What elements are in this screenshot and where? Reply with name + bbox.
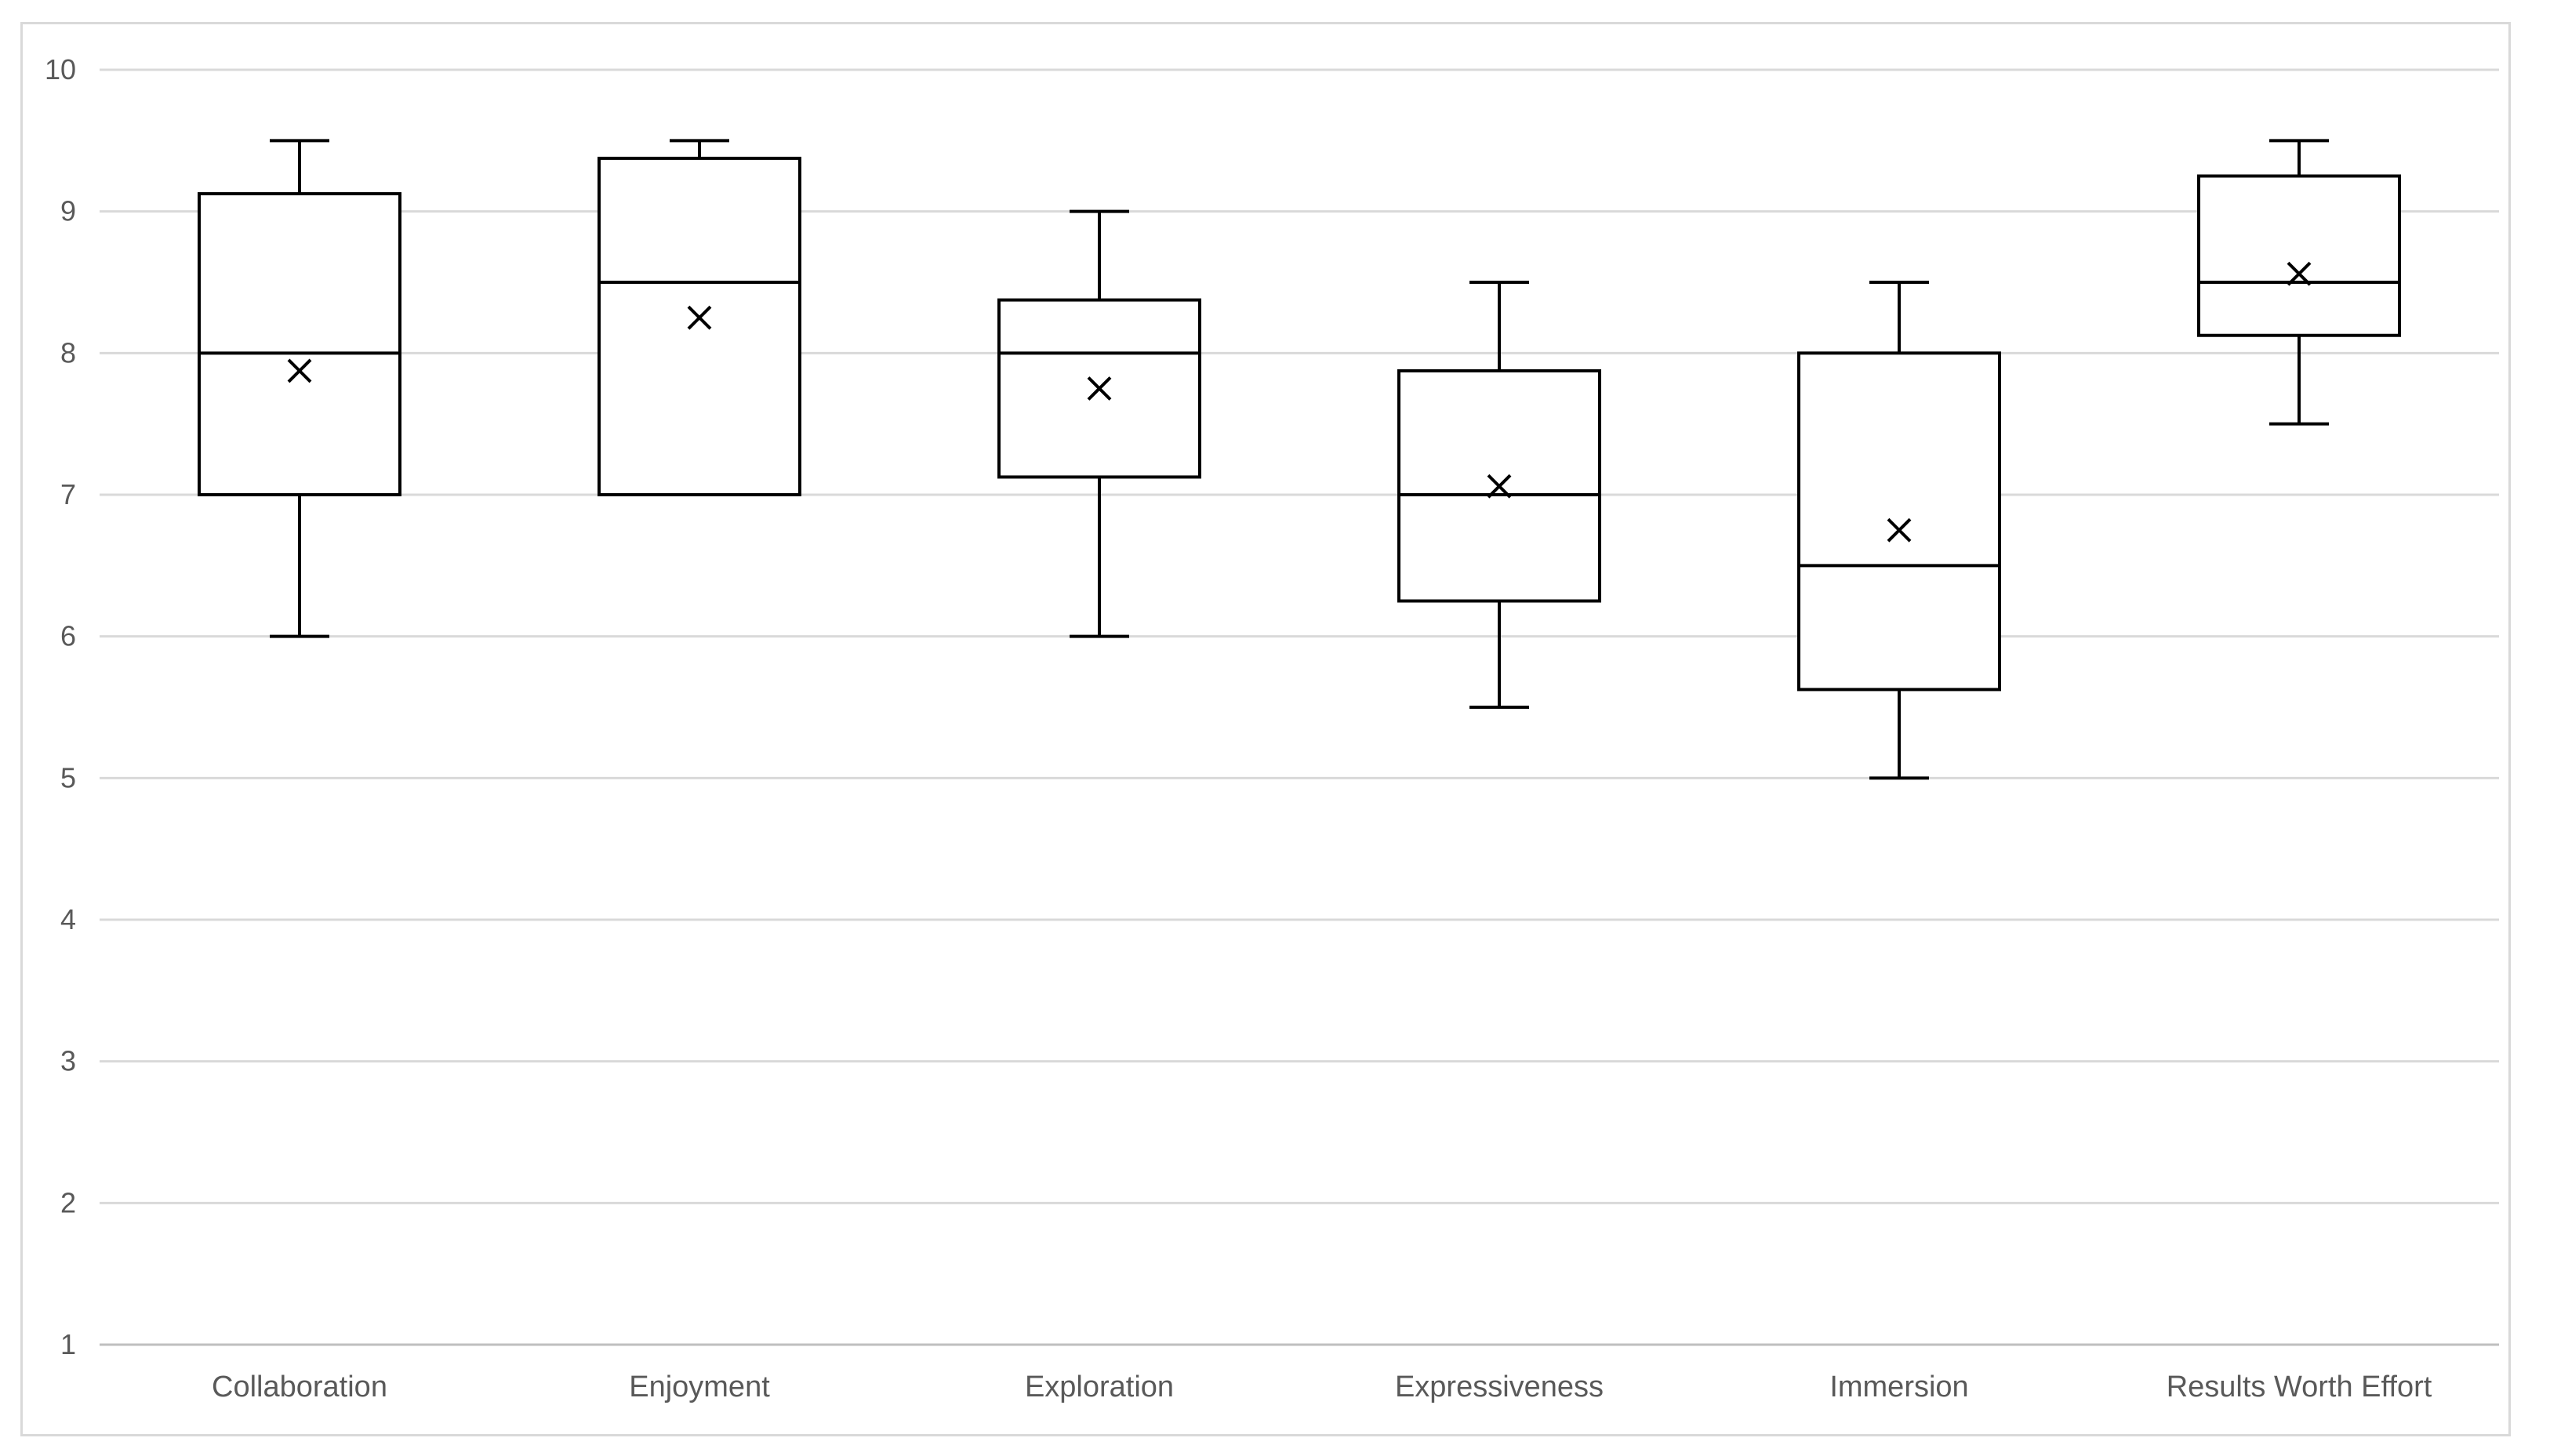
mean-marker-stroke (1487, 474, 1512, 499)
box-results-worth-effort (2197, 139, 2401, 426)
mean-marker (1487, 474, 1512, 499)
mean-marker-stroke (1887, 517, 1912, 543)
mean-marker (687, 305, 712, 330)
mean-marker-stroke (1087, 376, 1112, 401)
iqr-box (2197, 174, 2401, 337)
boxes-layer (198, 139, 2401, 780)
y-tick-label: 4 (60, 903, 76, 935)
x-category-label: Immersion (1829, 1371, 1968, 1403)
box-plot-chart: 1 2 3 4 5 6 7 8 9 10 Collaboration Enjoyment Explor… (45, 53, 2499, 1403)
y-tick-label: 3 (60, 1045, 76, 1077)
mean-marker (2287, 261, 2312, 286)
mean-marker-stroke (287, 358, 312, 383)
box-enjoyment (598, 139, 801, 497)
y-tick-label: 7 (60, 478, 76, 510)
y-tick-label: 1 (60, 1328, 76, 1360)
x-category-label: Expressiveness (1395, 1371, 1604, 1403)
box-expressiveness (1397, 281, 1601, 709)
x-category-label: Collaboration (212, 1371, 387, 1403)
iqr-box (1797, 351, 2001, 692)
mean-marker-stroke (2287, 261, 2312, 286)
mean-marker-stroke (687, 305, 712, 330)
grid-layer (100, 68, 2499, 1346)
chart-frame: 1 2 3 4 5 6 7 8 9 10 Collaboration Enjoyment Explor… (20, 22, 2511, 1436)
y-tick-label: 10 (45, 53, 76, 85)
x-category-label: Enjoyment (629, 1371, 770, 1403)
box-collaboration (198, 139, 401, 638)
x-category-label: Exploration (1025, 1371, 1174, 1403)
x-axis-category-labels: Collaboration Enjoyment Exploration Express… (212, 1371, 2432, 1403)
y-tick-label: 8 (60, 336, 76, 369)
iqr-box (598, 156, 801, 497)
y-tick-label: 6 (60, 620, 76, 652)
x-category-label: Results Worth Effort (2167, 1371, 2432, 1403)
iqr-box (198, 192, 401, 496)
y-tick-label: 9 (60, 195, 76, 227)
y-axis-tick-labels: 1 2 3 4 5 6 7 8 9 10 (45, 53, 76, 1360)
box-immersion (1797, 281, 2001, 780)
mean-marker (1087, 376, 1112, 401)
mean-marker (287, 358, 312, 383)
y-tick-label: 2 (60, 1186, 76, 1218)
mean-marker (1887, 517, 1912, 543)
box-exploration (997, 209, 1201, 638)
y-tick-label: 5 (60, 761, 76, 793)
